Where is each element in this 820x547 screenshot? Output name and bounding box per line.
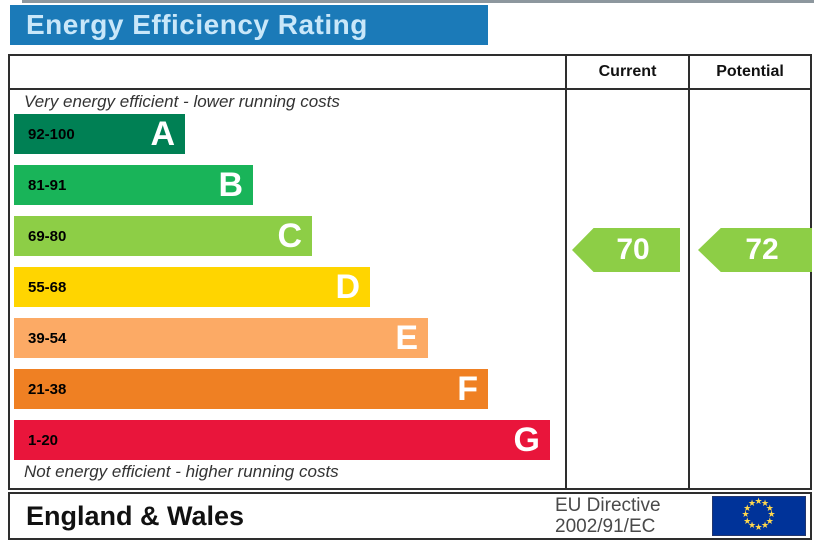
band-b-letter: B <box>218 166 243 204</box>
energy-rating-chart: Current Potential Very energy efficient … <box>8 54 812 490</box>
potential-rating-value: 72 <box>745 233 779 266</box>
eu-directive-line2: 2002/91/EC <box>555 516 656 537</box>
eu-star-icon: ★ <box>748 497 757 508</box>
band-g-letter: G <box>513 421 540 459</box>
band-b-range: 81-91 <box>28 176 67 194</box>
current-rating-arrow: 70 <box>572 228 680 272</box>
eu-star-icon: ★ <box>743 515 752 526</box>
band-c-letter: C <box>277 217 302 255</box>
page-title: Energy Efficiency Rating <box>26 9 368 40</box>
header-divider <box>10 88 810 90</box>
footer: England & Wales EU Directive 2002/91/EC … <box>8 492 812 540</box>
band-e: 39-54 E <box>14 318 428 358</box>
band-f: 21-38 F <box>14 369 488 409</box>
current-rating-value: 70 <box>616 233 650 266</box>
band-g: 1-20 G <box>14 420 550 460</box>
eu-directive-label: EU Directive 2002/91/EC <box>555 495 661 537</box>
band-d-range: 55-68 <box>28 278 67 296</box>
eu-directive-line1: EU Directive <box>555 495 661 516</box>
potential-column-header: Potential <box>716 63 784 80</box>
band-c: 69-80 C <box>14 216 312 256</box>
eu-star-icon: ★ <box>767 509 776 519</box>
band-e-range: 39-54 <box>28 329 67 347</box>
potential-rating-arrow: 72 <box>698 228 812 272</box>
eu-star-icon: ★ <box>761 497 770 508</box>
band-d-letter: D <box>335 268 360 306</box>
top-note: Very energy efficient - lower running co… <box>24 92 340 111</box>
potential-column-divider <box>688 56 690 488</box>
band-b: 81-91 B <box>14 165 253 205</box>
eu-star-icon: ★ <box>748 520 757 531</box>
eu-star-icon: ★ <box>743 502 752 513</box>
eu-star-icon: ★ <box>741 509 750 519</box>
band-a-range: 92-100 <box>28 125 75 143</box>
eu-star-icon: ★ <box>765 515 774 526</box>
band-f-range: 21-38 <box>28 380 67 398</box>
region-label: England & Wales <box>26 500 245 531</box>
title-bar: Energy Efficiency Rating <box>10 5 488 45</box>
band-a-letter: A <box>150 115 175 153</box>
band-a: 92-100 A <box>14 114 185 154</box>
current-column-divider <box>565 56 567 488</box>
eu-star-icon: ★ <box>754 496 763 506</box>
band-f-letter: F <box>457 370 478 408</box>
current-column-header: Current <box>598 63 657 80</box>
eu-star-icon: ★ <box>754 522 763 532</box>
eu-flag: ★ ★ ★ ★ ★ ★ ★ ★ ★ ★ ★ ★ <box>712 496 806 536</box>
eu-star-icon: ★ <box>765 502 774 513</box>
bottom-note: Not energy efficient - higher running co… <box>24 462 339 481</box>
top-edge-line <box>22 0 814 3</box>
band-e-letter: E <box>395 319 418 357</box>
eu-star-icon: ★ <box>761 520 770 531</box>
band-c-range: 69-80 <box>28 227 67 245</box>
band-d: 55-68 D <box>14 267 370 307</box>
band-g-range: 1-20 <box>28 431 59 449</box>
